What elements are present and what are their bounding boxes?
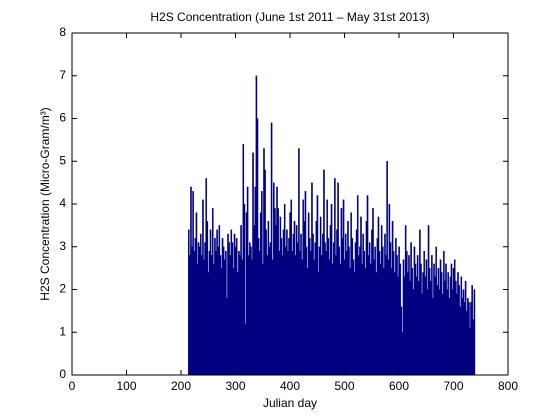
y-tick-label: 5: [59, 153, 66, 167]
y-tick-label: 6: [59, 111, 66, 125]
x-tick-label: 500: [334, 379, 354, 393]
chart-title: H2S Concentration (June 1st 2011 – May 3…: [150, 10, 429, 24]
y-tick-label: 3: [59, 239, 66, 253]
y-tick-label: 0: [59, 367, 66, 381]
x-tick-label: 100: [116, 379, 136, 393]
x-tick-label: 400: [280, 379, 300, 393]
x-tick-label: 700: [443, 379, 463, 393]
x-tick-label: 600: [389, 379, 409, 393]
y-tick-label: 4: [59, 196, 66, 210]
x-tick-label: 300: [225, 379, 245, 393]
axes: 0 100 200 300 400 500 600 700 800 0 1 2 3 4 5 6 7 8: [59, 25, 518, 393]
plot-frame: [71, 32, 509, 376]
x-tick-label: 200: [171, 379, 191, 393]
y-tick-label: 1: [59, 324, 66, 338]
x-tick-label: 800: [498, 379, 518, 393]
x-axis-label: Julian day: [263, 396, 317, 410]
x-tick-label: 0: [69, 379, 76, 393]
bars: [187, 75, 476, 376]
y-axis-label: H2S Concentration (Micro-Gram/m³): [38, 107, 52, 300]
y-tick-label: 7: [59, 68, 66, 82]
y-tick-label: 2: [59, 282, 66, 296]
y-tick-label: 8: [59, 25, 66, 39]
bar: [473, 289, 476, 376]
